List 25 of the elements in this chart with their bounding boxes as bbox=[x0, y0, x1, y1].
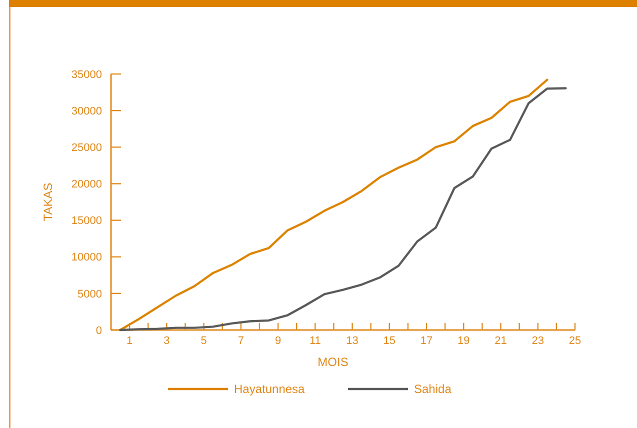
x-tick-label: 7 bbox=[238, 335, 244, 347]
y-tick-label: 25000 bbox=[71, 142, 102, 154]
y-tick-label: 15000 bbox=[71, 215, 102, 228]
x-tick-label: 1 bbox=[126, 335, 133, 347]
x-tick-label: 15 bbox=[383, 335, 396, 347]
x-tick-label: 19 bbox=[458, 335, 470, 347]
y-tick-label: 10000 bbox=[71, 252, 102, 264]
x-axis-title: MOIS bbox=[318, 355, 348, 369]
legend-label: Sahida bbox=[414, 382, 452, 396]
x-tick-label: 25 bbox=[568, 335, 582, 347]
y-tick-label: 0 bbox=[96, 324, 102, 337]
x-tick-label: 5 bbox=[200, 335, 207, 347]
y-tick-label: 35000 bbox=[71, 68, 102, 81]
x-tick-label: 23 bbox=[532, 335, 544, 347]
legend-label: Hayatunnesa bbox=[234, 382, 306, 396]
y-axis-title: TAKAS bbox=[41, 182, 55, 222]
x-tick-label: 9 bbox=[274, 335, 282, 347]
y-tick-label: 5000 bbox=[78, 288, 102, 300]
x-tick-label: 13 bbox=[346, 335, 358, 347]
x-tick-label: 17 bbox=[420, 335, 433, 347]
x-tick-label: 21 bbox=[494, 335, 507, 347]
y-tick-label: 30000 bbox=[71, 105, 102, 118]
x-tick-label: 3 bbox=[164, 335, 170, 347]
x-tick-label: 11 bbox=[309, 335, 321, 347]
y-tick-label: 20000 bbox=[71, 178, 102, 191]
